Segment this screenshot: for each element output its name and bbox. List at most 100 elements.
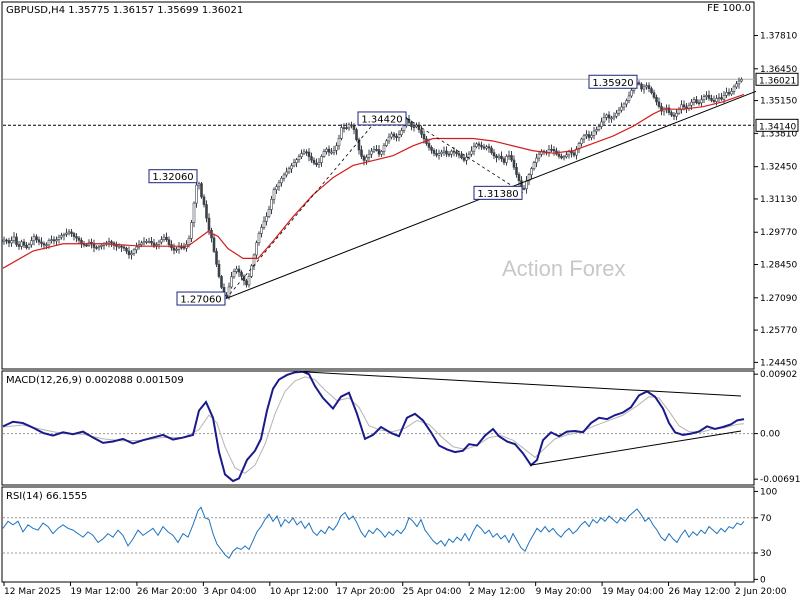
candle-body (547, 148, 551, 153)
candle-body (195, 184, 198, 204)
candle-body (417, 124, 421, 131)
candle-body (162, 236, 166, 240)
candle-body (45, 244, 48, 247)
candle-body (522, 188, 526, 190)
candle-body (502, 158, 506, 163)
candle-body (50, 239, 53, 241)
price-annotation: 1.27060 (176, 291, 226, 306)
price-layer: 1.32060 1.27060 1.34420 1.31380 1.35920 (2, 74, 757, 306)
watermark: Action Forex (502, 256, 626, 281)
candle-body (612, 115, 616, 119)
candle-body (347, 124, 351, 129)
candle-body (342, 127, 346, 129)
candle-body (320, 156, 323, 163)
candle-body (212, 237, 216, 252)
rsi-tick-label: 30 (760, 549, 772, 559)
candle-body (70, 231, 73, 234)
candle-body (272, 189, 276, 200)
candle-body (305, 151, 308, 154)
candle-body (510, 155, 513, 161)
candle-body (630, 90, 633, 97)
candle-body (295, 159, 298, 164)
candle-body (247, 276, 251, 286)
candle-body (395, 136, 398, 138)
candle-body (430, 147, 433, 151)
candle-body (275, 186, 278, 190)
rsi-panel-frame (1, 486, 755, 583)
fe-label: FE 100.0 (707, 3, 751, 14)
candle-body (622, 103, 626, 108)
price-tick-label: 1.32450 (760, 163, 797, 173)
level-badge: 1.34140 (755, 118, 799, 132)
candle-body (37, 239, 41, 243)
candle-body (470, 150, 473, 155)
candle-body (627, 95, 631, 101)
macd-tick-label: -0.006915 (760, 475, 800, 485)
candle-body (32, 236, 36, 241)
candle-body (560, 156, 563, 159)
candle-body (525, 180, 528, 190)
candle-body (480, 145, 483, 148)
candle-body (527, 174, 531, 182)
candle-body (725, 92, 728, 96)
candle-body (190, 222, 193, 239)
candle-body (595, 129, 598, 132)
candle-body (487, 146, 491, 149)
candle-body (350, 124, 353, 127)
candle-body (392, 133, 396, 137)
candle-body (10, 240, 13, 244)
candle-body (435, 153, 438, 156)
candle-body (65, 232, 68, 235)
axis-layer: 1.37810 1.36450 1.35150 1.33810 1.32450 1.311… (3, 32, 800, 597)
annotation-label: 1.35920 (592, 78, 633, 89)
candle-body (327, 148, 331, 153)
x-tick-label: 9 May 20:00 (536, 587, 592, 597)
candle-body (587, 134, 591, 138)
candle-body (640, 83, 643, 90)
candle-body (570, 151, 573, 154)
price-annotation: 1.35920 (588, 74, 638, 89)
candle-body (250, 265, 253, 277)
candle-body (740, 79, 743, 82)
candle-body (690, 101, 693, 106)
candle-body (697, 102, 701, 104)
candle-body (150, 240, 153, 244)
candle-body (235, 268, 238, 272)
candle-body (682, 104, 686, 108)
annotation-box (176, 291, 226, 306)
candle-body (530, 168, 533, 176)
candle-body (402, 125, 406, 131)
candle-body (440, 151, 443, 154)
candle-body (562, 156, 566, 159)
macd-tick-label: 0.00 (760, 430, 780, 440)
candle-body (707, 95, 711, 99)
candle-body (300, 153, 303, 157)
candle-body (122, 246, 126, 249)
candle-body (442, 150, 446, 153)
candle-body (352, 125, 356, 130)
candle-body (532, 162, 536, 169)
candle-body (410, 122, 413, 127)
candle-body (712, 100, 716, 102)
candle-body (397, 134, 401, 138)
candle-body (732, 86, 736, 92)
candle-body (85, 244, 88, 247)
candle-body (617, 109, 621, 114)
candle-body (217, 263, 221, 277)
candle-body (655, 96, 658, 103)
candle-body (120, 245, 123, 248)
x-tick-label: 19 Mar 12:00 (70, 587, 130, 597)
candle-body (615, 112, 618, 117)
candle-body (432, 150, 436, 154)
candle-body (580, 138, 583, 144)
candle-body (642, 86, 646, 90)
annotation-box (148, 169, 198, 184)
candle-body (700, 99, 703, 104)
candle-body (607, 114, 611, 119)
annotation-box (357, 111, 407, 126)
candle-body (507, 155, 511, 157)
annotation-box (588, 74, 638, 89)
price-tick-label: 1.29770 (760, 228, 797, 238)
candle-body (427, 143, 431, 148)
candle-body (437, 153, 441, 156)
